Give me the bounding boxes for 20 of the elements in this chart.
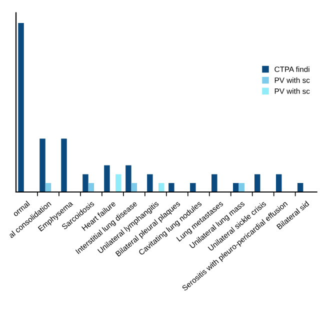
bar [212,174,218,192]
bar [88,183,94,192]
bar [276,174,282,192]
bar [238,183,244,192]
bar [190,183,196,192]
bar [158,183,164,192]
bar [131,183,138,192]
bar [40,138,46,192]
bar [147,174,153,192]
bar [61,138,67,192]
bar [297,183,304,192]
bar [233,183,239,192]
bar [168,183,174,192]
bar [254,174,260,192]
bar [45,183,52,192]
bar [126,165,132,192]
bar [82,174,88,192]
bar [104,165,110,192]
bar [116,174,122,192]
bar [18,22,24,192]
